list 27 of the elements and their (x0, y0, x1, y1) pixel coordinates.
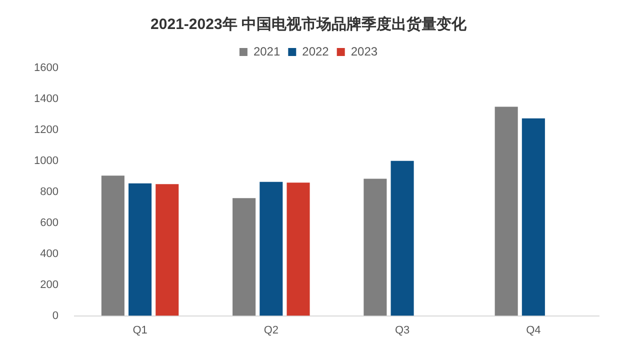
y-tick-label: 1200 (34, 124, 58, 136)
bar (390, 160, 414, 316)
legend-label: 2021 (253, 44, 280, 58)
bar (286, 182, 310, 316)
bar (522, 118, 545, 316)
bar (128, 183, 152, 316)
legend-label: 2023 (350, 44, 378, 58)
x-tick-label: Q4 (526, 324, 541, 336)
x-tick-label: Q2 (264, 324, 279, 336)
bar (232, 198, 256, 316)
bar (101, 176, 124, 316)
bar (260, 182, 283, 316)
y-tick-label: 600 (40, 216, 58, 229)
bar (494, 106, 518, 316)
bar (364, 178, 387, 316)
x-tick-label: Q1 (132, 324, 148, 336)
x-tick-label: Q3 (394, 324, 410, 336)
legend-label: 2022 (302, 44, 330, 58)
y-tick-label: 0 (52, 310, 58, 322)
y-tick-label: 1000 (34, 154, 58, 167)
y-tick-label: 1600 (34, 62, 58, 74)
y-tick-label: 400 (40, 248, 58, 260)
bar (156, 184, 179, 316)
y-tick-label: 1400 (34, 93, 58, 106)
y-tick-label: 200 (40, 278, 58, 291)
y-tick-label: 800 (40, 186, 58, 198)
chart-title: 2021-2023年 中国电视市场品牌季度出货量变化 (150, 15, 468, 34)
